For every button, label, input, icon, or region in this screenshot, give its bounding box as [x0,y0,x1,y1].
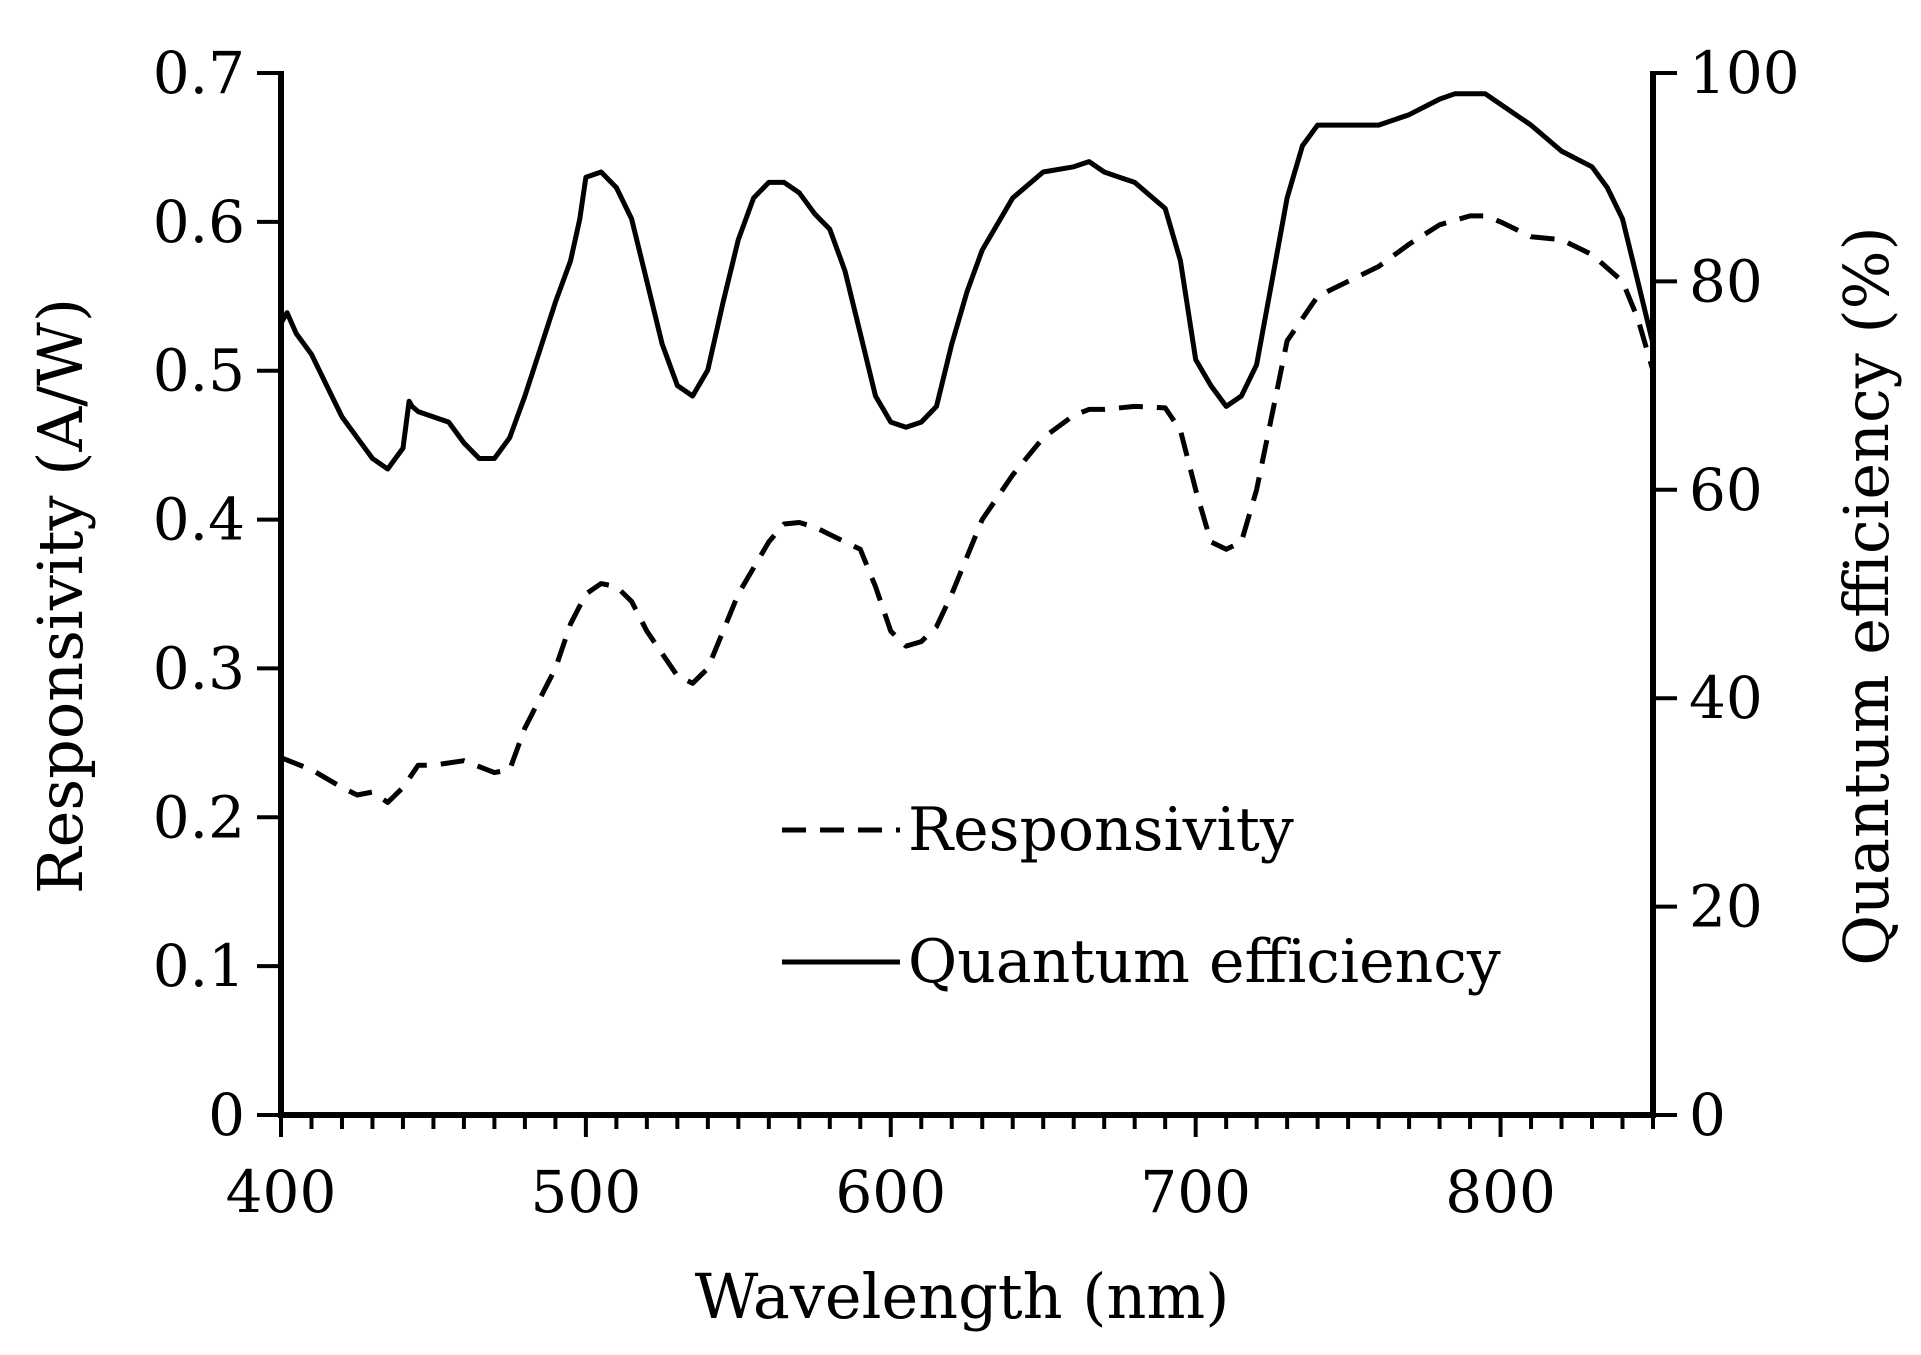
responsivity-line [280,213,1656,805]
x-ticks: 400 500 600 700 800 [226,1112,1655,1226]
left-y-tick-label: 0.2 [153,783,245,851]
left-y-tick-label: 0.3 [153,634,245,702]
quantum-efficiency-line [278,91,1656,472]
x-tick-label: 400 [226,1158,337,1226]
left-y-tick-label: 0.1 [153,932,245,1000]
left-y-tick-label: 0.5 [153,337,245,405]
right-y-tick-label: 20 [1689,873,1763,941]
x-tick-label: 600 [835,1158,946,1226]
x-tick-label: 800 [1445,1158,1556,1226]
right-y-ticks: 0 20 40 60 80 100 [1650,39,1800,1149]
left-y-ticks: 0 0.1 0.2 0.3 0.4 0.5 0.6 0.7 [153,39,284,1149]
x-tick-label: 700 [1140,1158,1251,1226]
x-axis-title: Wavelength (nm) [695,1260,1230,1333]
legend: Responsivity Quantum efficiency [782,795,1501,997]
right-y-axis-title: Quantum efficiency (%) [1830,226,1903,966]
left-y-tick-label: 0.7 [153,39,245,107]
left-y-axis-title: Responsivity (A/W) [24,298,97,894]
left-y-tick-label: 0.6 [153,188,245,256]
left-y-tick-label: 0 [208,1081,245,1149]
right-y-tick-label: 0 [1689,1081,1726,1149]
left-y-tick-label: 0.4 [153,486,245,554]
x-tick-label: 500 [531,1158,642,1226]
legend-label-responsivity: Responsivity [908,795,1294,865]
right-y-tick-label: 60 [1689,456,1763,524]
legend-label-quantum-efficiency: Quantum efficiency [908,927,1501,997]
right-y-tick-label: 100 [1689,39,1800,107]
right-y-tick-label: 40 [1689,664,1763,732]
right-y-tick-label: 80 [1689,247,1763,315]
